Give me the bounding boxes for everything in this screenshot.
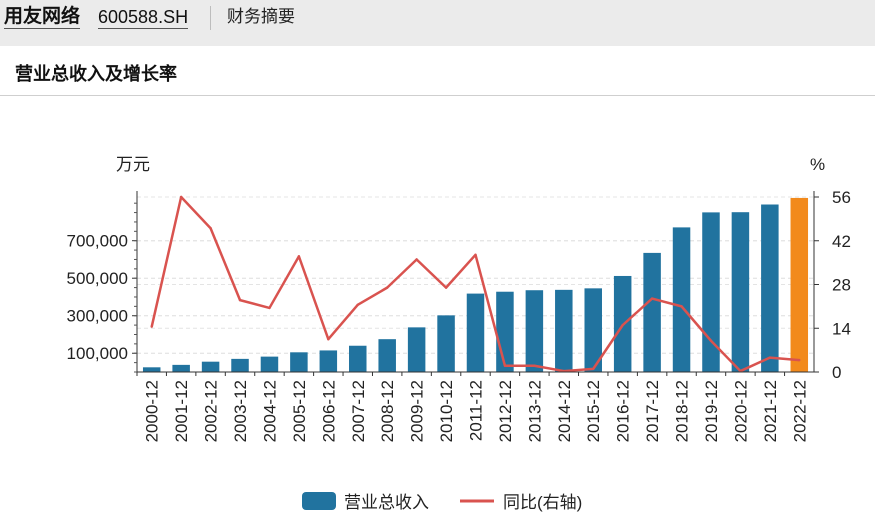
bar-2022-12 xyxy=(790,197,809,372)
legend-bar-swatch[interactable] xyxy=(302,492,336,510)
bar-2003-12 xyxy=(231,358,249,372)
left-axis-unit: 万元 xyxy=(116,155,150,174)
legend: 营业总收入 同比(右轴) xyxy=(302,492,582,512)
bar-2009-12 xyxy=(407,327,426,372)
x-tick-label: 2017-12 xyxy=(643,380,662,442)
growth-point-2000-12 xyxy=(150,325,153,328)
growth-point-2021-12 xyxy=(768,356,772,359)
top-bar: 用友网络 600588.SH 财务摘要 xyxy=(0,0,875,46)
x-tick-label: 2018-12 xyxy=(673,380,692,442)
right-tick-label: 56 xyxy=(832,188,851,207)
x-tick-label: 2009-12 xyxy=(408,380,427,442)
section-title: 营业总收入及增长率 xyxy=(15,64,177,84)
growth-point-2008-12 xyxy=(385,286,389,289)
growth-point-2004-12 xyxy=(268,306,271,310)
right-tick-label: 14 xyxy=(832,319,851,338)
bar-2000-12 xyxy=(142,367,161,372)
bar-2014-12 xyxy=(555,289,573,372)
left-tick-label: 300,000 xyxy=(67,307,128,326)
x-tick-label: 2020-12 xyxy=(731,380,750,442)
bar-2010-12 xyxy=(437,315,455,372)
growth-point-2015-12 xyxy=(592,367,595,371)
x-tick-label: 2001-12 xyxy=(172,380,191,442)
revenue-growth-chart: 万元 % 100,000 300,000 500,000 700,000 0 14 28 42… xyxy=(67,155,851,512)
growth-point-2012-12 xyxy=(503,364,507,367)
bar-2020-12 xyxy=(731,212,750,372)
x-tick-label: 2004-12 xyxy=(260,380,279,442)
bar-2021-12 xyxy=(761,204,779,372)
divider xyxy=(210,6,211,30)
stock-code-link[interactable]: 600588.SH xyxy=(98,7,189,29)
legend-bar-label[interactable]: 营业总收入 xyxy=(344,493,429,512)
x-tick-label: 2003-12 xyxy=(231,380,250,442)
growth-point-2007-12 xyxy=(356,303,359,307)
left-tick-label: 100,000 xyxy=(67,344,128,363)
bar-2006-12 xyxy=(319,350,338,372)
growth-point-2013-12 xyxy=(533,364,536,367)
bar-2011-12 xyxy=(466,293,485,372)
growth-point-2009-12 xyxy=(415,258,418,261)
x-tick-label: 2021-12 xyxy=(761,380,780,442)
growth-point-2016-12 xyxy=(621,323,624,327)
growth-point-2010-12 xyxy=(444,286,448,289)
x-tick-label: 2016-12 xyxy=(614,380,633,442)
bar-2019-12 xyxy=(702,212,720,372)
growth-point-2002-12 xyxy=(209,227,212,230)
bar-2008-12 xyxy=(378,339,396,372)
bar-2001-12 xyxy=(172,364,190,372)
growth-point-2001-12 xyxy=(179,195,183,199)
left-tick-label: 500,000 xyxy=(67,269,128,288)
x-tick-label: 2002-12 xyxy=(202,380,221,442)
growth-point-2019-12 xyxy=(709,339,713,342)
right-tick-label: 0 xyxy=(832,363,841,382)
section-divider xyxy=(0,95,875,96)
x-tick-label: 2012-12 xyxy=(496,380,515,442)
left-tick-label: 700,000 xyxy=(67,232,128,251)
axes: 万元 % 100,000 300,000 500,000 700,000 0 14 28 42… xyxy=(67,155,851,442)
x-tick-label: 2019-12 xyxy=(702,380,721,442)
growth-point-2005-12 xyxy=(297,255,301,258)
bar-series xyxy=(142,197,809,372)
bar-2005-12 xyxy=(290,352,308,372)
x-tick-label: 2014-12 xyxy=(555,380,574,442)
line-series xyxy=(150,195,801,373)
growth-point-2011-12 xyxy=(474,253,477,257)
right-axis-unit: % xyxy=(810,155,825,174)
company-name-link[interactable]: 用友网络 xyxy=(4,6,81,29)
growth-point-2018-12 xyxy=(680,305,683,308)
bar-2007-12 xyxy=(349,345,367,372)
x-tick-label: 2015-12 xyxy=(584,380,603,442)
x-tick-label: 2010-12 xyxy=(437,380,456,442)
growth-point-2003-12 xyxy=(238,298,242,302)
tab-financial-summary[interactable]: 财务摘要 xyxy=(227,7,295,26)
x-tick-label: 2022-12 xyxy=(790,380,809,442)
bar-2013-12 xyxy=(525,290,544,372)
x-tick-label: 2008-12 xyxy=(378,380,397,442)
x-tick-label: 2005-12 xyxy=(290,380,309,442)
bar-2002-12 xyxy=(201,361,220,372)
x-tick-label: 2011-12 xyxy=(467,380,486,441)
x-tick-label: 2006-12 xyxy=(319,380,338,442)
x-tick-label: 2000-12 xyxy=(143,380,162,442)
bar-2012-12 xyxy=(496,291,514,372)
growth-point-2022-12 xyxy=(798,358,801,362)
bar-2015-12 xyxy=(584,288,602,372)
right-tick-label: 28 xyxy=(832,276,851,295)
right-tick-label: 42 xyxy=(832,232,851,251)
x-tick-label: 2013-12 xyxy=(525,380,544,442)
bar-2018-12 xyxy=(672,227,691,372)
growth-point-2006-12 xyxy=(327,337,330,341)
bar-2004-12 xyxy=(260,356,279,372)
x-tick-label: 2007-12 xyxy=(349,380,368,442)
legend-line-label[interactable]: 同比(右轴) xyxy=(503,493,582,512)
bar-2017-12 xyxy=(643,252,661,372)
growth-point-2017-12 xyxy=(650,297,654,300)
